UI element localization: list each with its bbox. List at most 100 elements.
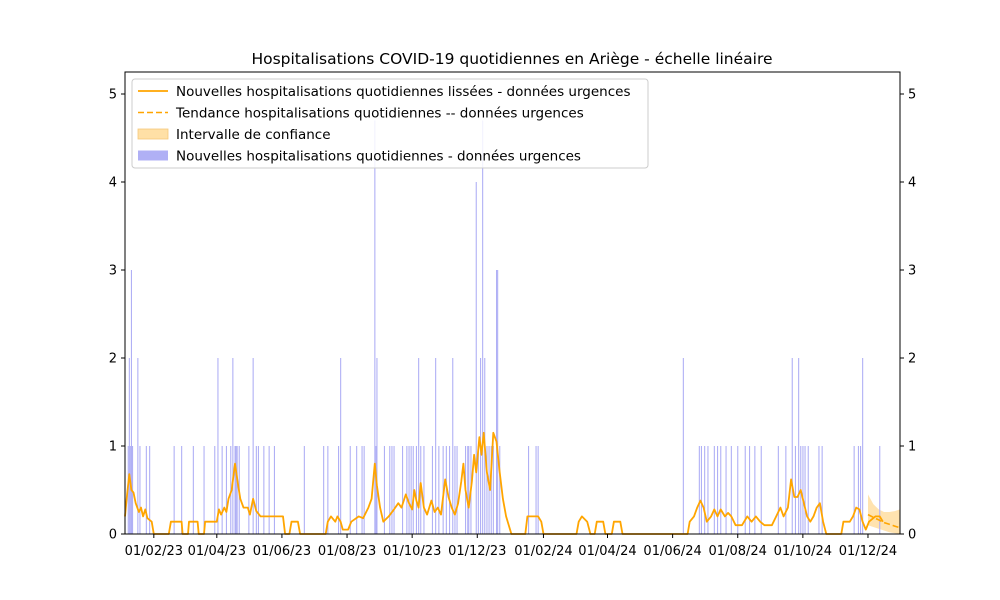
legend: Nouvelles hospitalisations quotidiennes …	[131, 78, 649, 169]
daily-bar	[137, 358, 139, 534]
daily-bar	[361, 446, 363, 534]
legend-swatch-ci	[137, 128, 169, 140]
daily-bar	[725, 446, 727, 534]
x-tick-label: 01/02/23	[125, 544, 183, 559]
left-y-axis: 0 1 2 3 4 5	[109, 88, 125, 543]
y-tick-label-right: 4	[908, 176, 916, 191]
daily-bar	[391, 446, 393, 534]
daily-bar	[263, 446, 265, 534]
daily-bar	[402, 446, 404, 534]
daily-bar	[374, 120, 376, 535]
x-tick-label: 01/04/23	[188, 544, 246, 559]
x-tick-label: 01/02/24	[514, 544, 572, 559]
daily-bar	[234, 446, 236, 534]
daily-bar	[225, 446, 227, 534]
y-tick-label-left: 3	[109, 264, 117, 279]
daily-bar	[860, 446, 862, 534]
daily-bar	[235, 446, 237, 534]
daily-bar	[818, 446, 820, 534]
daily-bar	[438, 446, 440, 534]
daily-bar	[879, 446, 881, 534]
legend-label: Nouvelles hospitalisations quotidiennes …	[176, 149, 581, 165]
y-tick-label-right: 1	[908, 440, 916, 455]
x-tick-label: 01/12/24	[839, 544, 897, 559]
daily-bars-layer	[127, 120, 881, 535]
y-tick-label-right: 0	[908, 528, 916, 543]
daily-bar	[707, 446, 709, 534]
daily-bar	[468, 446, 470, 534]
daily-bar	[535, 446, 537, 534]
daily-bar	[486, 446, 488, 534]
daily-bar	[475, 182, 477, 534]
daily-bar	[181, 446, 183, 534]
daily-bar	[700, 446, 702, 534]
daily-bar	[389, 446, 391, 534]
daily-bar	[804, 446, 806, 534]
daily-bar	[821, 446, 823, 534]
daily-bar	[435, 358, 437, 534]
daily-bar	[794, 446, 796, 534]
daily-bar	[807, 446, 809, 534]
daily-bar	[192, 446, 194, 534]
daily-bar	[698, 446, 700, 534]
x-tick-label: 01/10/24	[774, 544, 832, 559]
trend-line	[867, 513, 901, 529]
daily-bar	[363, 446, 365, 534]
x-tick-label: 01/12/23	[448, 544, 506, 559]
daily-bar	[749, 446, 751, 534]
daily-bar	[340, 358, 342, 534]
daily-bar	[268, 446, 270, 534]
y-tick-label-left: 5	[109, 88, 117, 103]
daily-bar	[214, 446, 216, 534]
daily-bar	[482, 120, 484, 535]
daily-bar	[537, 446, 539, 534]
daily-bar	[431, 446, 433, 534]
legend-box	[131, 78, 649, 169]
daily-bar	[129, 446, 131, 534]
daily-bar	[410, 446, 412, 534]
daily-bar	[323, 446, 325, 534]
daily-bar	[173, 446, 175, 534]
daily-bar	[798, 358, 800, 534]
daily-bar	[499, 446, 501, 534]
x-axis: 01/02/23 01/04/23 01/06/23 01/08/23 01/10/23…	[125, 534, 897, 559]
daily-bar	[145, 446, 147, 534]
daily-bar	[777, 446, 779, 534]
legend-label: Tendance hospitalisations quotidiennes -…	[175, 106, 584, 122]
daily-bar	[853, 446, 855, 534]
daily-bar	[496, 270, 498, 534]
daily-bar	[418, 358, 420, 534]
daily-bar	[273, 446, 275, 534]
daily-bar	[791, 358, 793, 534]
daily-bar	[477, 446, 479, 534]
y-tick-label-left: 0	[109, 528, 117, 543]
daily-bar	[128, 358, 130, 534]
daily-bar	[802, 446, 804, 534]
daily-bar	[257, 446, 259, 534]
daily-bar	[376, 358, 378, 534]
daily-bar	[130, 270, 132, 534]
daily-bar	[730, 446, 732, 534]
daily-bar	[356, 446, 358, 534]
daily-bar	[139, 446, 141, 534]
daily-bar	[349, 446, 351, 534]
legend-label: Nouvelles hospitalisations quotidiennes …	[176, 84, 630, 100]
right-y-axis: 0 1 2 3 4 5	[900, 88, 916, 543]
daily-bar	[704, 446, 706, 534]
y-tick-label-left: 4	[109, 176, 117, 191]
lines-layer	[124, 431, 901, 535]
y-tick-label-right: 2	[908, 352, 916, 367]
daily-bar	[467, 446, 469, 534]
y-tick-label-right: 5	[908, 88, 916, 103]
daily-bar	[862, 358, 864, 534]
daily-bar	[713, 446, 715, 534]
daily-bar	[338, 446, 340, 534]
daily-bar	[744, 446, 746, 534]
daily-bar	[327, 446, 329, 534]
daily-bar	[248, 446, 250, 534]
daily-bar	[492, 446, 494, 534]
daily-bar	[720, 446, 722, 534]
daily-bar	[375, 446, 377, 534]
daily-bar	[488, 446, 490, 534]
